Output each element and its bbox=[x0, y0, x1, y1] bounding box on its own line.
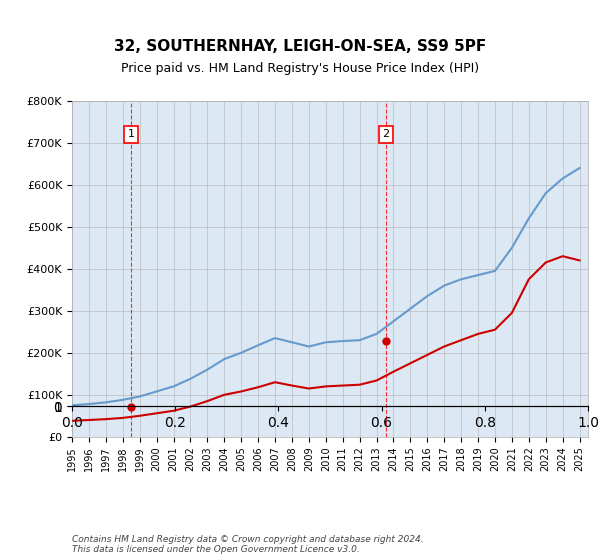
Text: Contains HM Land Registry data © Crown copyright and database right 2024.
This d: Contains HM Land Registry data © Crown c… bbox=[72, 535, 424, 554]
Text: 2: 2 bbox=[382, 129, 389, 139]
Text: 1: 1 bbox=[127, 129, 134, 139]
Text: 32, SOUTHERNHAY, LEIGH-ON-SEA, SS9 5PF: 32, SOUTHERNHAY, LEIGH-ON-SEA, SS9 5PF bbox=[114, 39, 486, 54]
Text: Price paid vs. HM Land Registry's House Price Index (HPI): Price paid vs. HM Land Registry's House … bbox=[121, 62, 479, 74]
